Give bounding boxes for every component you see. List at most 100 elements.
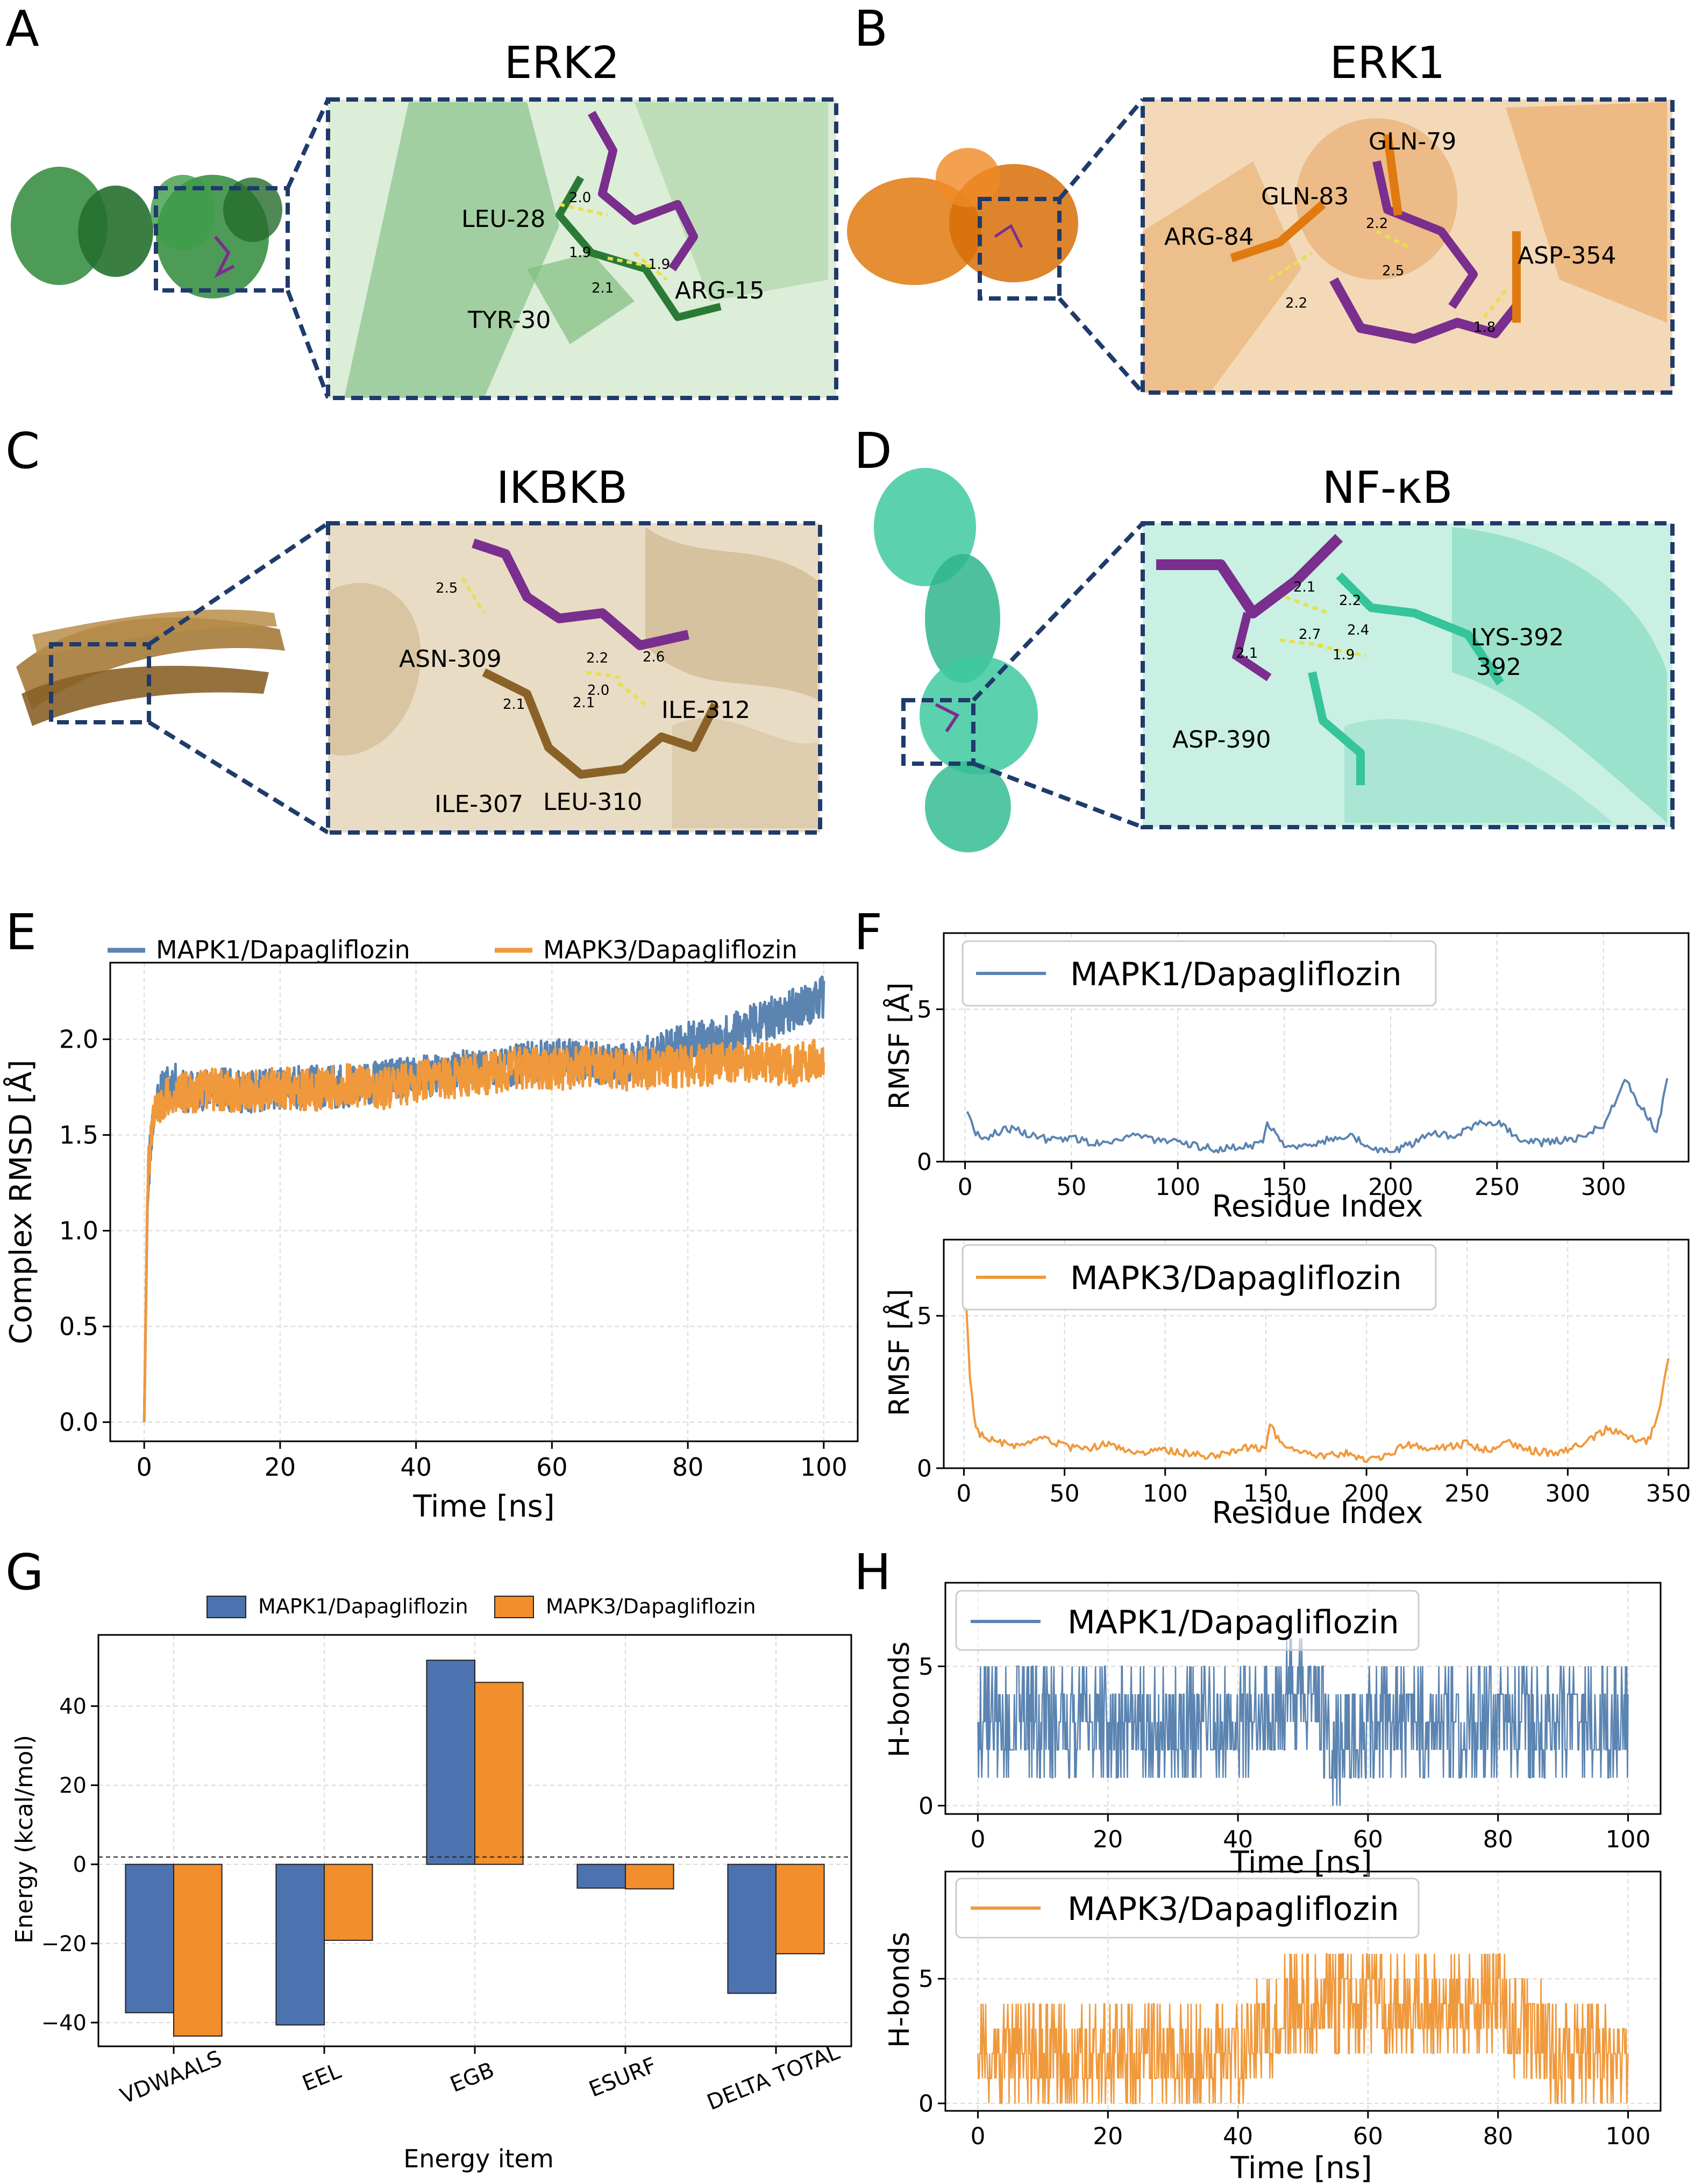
ikbkb-distance-6: 2.0 <box>587 682 609 699</box>
nfkb-residue-lys392: LYS-392 <box>1471 624 1564 651</box>
hbonds-bottom-xtick-label-1: 20 <box>1093 2123 1123 2150</box>
rmsf-top-ytick-label-0: 0 <box>917 1148 932 1176</box>
rmsf-top: MAPK1/Dapagliflozin 0 50 100 150 200 250 300 0 5… <box>882 932 1690 1224</box>
erk1-overview <box>847 148 1078 285</box>
erk2-distance-3: 2.1 <box>592 280 614 296</box>
erk2-overview <box>11 167 282 298</box>
panel-letter-a: A <box>5 0 39 58</box>
rmsf-bottom-ytick-label-0: 0 <box>917 1455 932 1482</box>
rmsf-bottom-frame <box>943 1239 1690 1469</box>
rmsf-bottom-xlabel: Residue Index <box>1212 1496 1423 1531</box>
hbonds-bottom-xtick-label-2: 40 <box>1223 2123 1253 2150</box>
energy-legend-mapk3: MAPK3/Dapagliflozin <box>546 1595 756 1618</box>
hbonds-bottom-xlabel: Time [ns] <box>1230 2151 1372 2184</box>
ikbkb-distance-3: 2.6 <box>643 649 665 665</box>
energy-category-label-1: EEL <box>299 2059 345 2096</box>
rmsf-bottom-xtick-label-5: 250 <box>1444 1480 1490 1507</box>
erk1-distance-1: 2.2 <box>1366 216 1388 232</box>
energy-ylabel: Energy (kcal/mol) <box>11 1735 38 1944</box>
erk2-distance-4: 1.9 <box>648 257 670 273</box>
rmsd-ytick-label-2: 1.0 <box>59 1217 98 1246</box>
hbonds-top-ticks: 0 20 40 60 80 100 0 5 <box>918 1653 1651 1853</box>
nfkb-residue-392-suffix: 392 <box>1476 653 1521 681</box>
energy-bar-mapk1-eel <box>275 1863 325 2026</box>
hbonds-top-xtick-label-2: 40 <box>1223 1826 1253 1853</box>
rmsd-ticks: 0 20 40 60 80 100 0.0 0.5 1.0 1.5 2.0 <box>59 1025 848 1482</box>
energy-ytick-label-4: 40 <box>59 1694 87 1719</box>
ikbkb-residue-asn309: ASN-309 <box>399 645 502 673</box>
erk1-residue-asp354: ASP-354 <box>1518 242 1616 269</box>
panel-d: D NF-κB 2.1 2.2 2.7 2.4 2.1 1.9 <box>854 422 1675 852</box>
ikbkb-zoom-view: 2.5 2.2 2.6 2.1 2.1 2.0 ASN-309 ILE-312 … <box>328 523 820 833</box>
nfkb-zoom-marker <box>901 698 975 766</box>
hbonds-bottom-xtick-label-4: 80 <box>1483 2123 1513 2150</box>
rmsf-top-frame <box>943 932 1690 1163</box>
nfkb-overview <box>874 468 1038 852</box>
erk2-residue-leu28: LEU-28 <box>461 205 545 233</box>
hbonds-top-xlabel: Time [ns] <box>1230 1845 1372 1880</box>
energy-category-label-4: DELTA TOTAL <box>703 2039 843 2115</box>
hbonds-top-xtick-label-3: 60 <box>1353 1826 1383 1853</box>
panel-a: A ERK2 2.0 1.9 2.1 1.9 LEU-28 <box>5 0 838 400</box>
erk2-residue-tyr30: TYR-30 <box>467 307 551 334</box>
hbonds-bottom-xtick-label-5: 100 <box>1606 2123 1651 2150</box>
energy-xlabel: Energy item <box>403 2144 554 2173</box>
rmsd-line-mapk3 <box>143 1038 825 1422</box>
nfkb-distance-6: 1.9 <box>1333 647 1355 663</box>
energy-bars <box>125 1660 825 2037</box>
rmsf-top-xtick-label-1: 50 <box>1056 1173 1086 1201</box>
erk1-zoom-marker <box>978 197 1062 301</box>
panel-c: C IKBKB 2.5 2.2 2.6 2.1 2.1 2.0 ASN-309 <box>5 422 822 835</box>
erk1-distance-3: 2.2 <box>1285 295 1307 311</box>
nfkb-distance-2: 2.2 <box>1339 593 1361 609</box>
hbonds-top-frame <box>944 1582 1662 1815</box>
rmsd-legend: MAPK1/Dapagliflozin MAPK3/Dapagliflozin <box>108 935 797 964</box>
hbonds-bottom-ytick-label-0: 0 <box>918 2090 934 2117</box>
panel-letter-c: C <box>5 422 40 480</box>
rmsf-top-xtick-label-6: 300 <box>1581 1173 1626 1201</box>
hbonds-bottom-ticks: 0 20 40 60 80 100 0 5 <box>918 1966 1651 2150</box>
erk1-zoom-view: 2.2 2.5 2.2 1.8 GLN-79 GLN-83 ARG-84 ASP… <box>1143 99 1672 393</box>
hbonds-top-xtick-label-4: 80 <box>1483 1826 1513 1853</box>
rmsd-xtick-label-2: 40 <box>400 1453 432 1482</box>
hbonds-top-xtick-label-5: 100 <box>1606 1826 1651 1853</box>
hbonds-bottom-frame <box>944 1870 1662 2112</box>
hbonds-bottom-ylabel: H-bonds <box>884 1932 916 2048</box>
nfkb-zoom-view: 2.1 2.2 2.7 2.4 2.1 1.9 LYS-392 392 ASP-… <box>1143 523 1672 827</box>
erk2-title: ERK2 <box>504 38 620 89</box>
erk2-distance-1: 2.0 <box>569 190 591 206</box>
rmsf-bottom: MAPK3/Dapagliflozin 0 50 100 150 200 250 300 35… <box>882 1239 1691 1531</box>
rmsf-top-xtick-label-0: 0 <box>958 1173 973 1201</box>
rmsd-xtick-label-3: 60 <box>536 1453 568 1482</box>
rmsf-top-ylabel: RMSF [Å] <box>882 983 916 1110</box>
rmsf-top-ytick-label-1: 5 <box>917 996 932 1023</box>
energy-bar-mapk3-delta-total <box>775 1863 825 1954</box>
rmsd-grid <box>110 963 858 1441</box>
hbonds-bottom-xtick-label-3: 60 <box>1353 2123 1383 2150</box>
hbonds-top: MAPK1/Dapagliflozin 0 20 40 60 80 100 0 5 Time … <box>884 1582 1662 1880</box>
ikbkb-title: IKBKB <box>496 463 628 514</box>
rmsf-bottom-xtick-label-3: 150 <box>1243 1480 1288 1507</box>
rmsd-xtick-label-0: 0 <box>137 1453 152 1482</box>
energy-bar-mapk1-delta-total <box>727 1863 777 1994</box>
erk2-zoom-view: 2.0 1.9 2.1 1.9 LEU-28 TYR-30 ARG-15 <box>328 99 836 398</box>
panel-letter-g: G <box>5 1543 44 1601</box>
panel-h: H MAPK1/Dapagliflozin 0 20 40 60 80 100 0 5 Tim… <box>854 1543 1662 2184</box>
panel-e: E MAPK1/Dapagliflozin MAPK3/Dapagliflozi… <box>3 904 859 1524</box>
rmsf-bottom-xtick-label-0: 0 <box>956 1480 971 1507</box>
energy-bar-mapk1-egb <box>426 1660 476 1865</box>
hbonds-bottom-xtick-label-0: 0 <box>970 2123 985 2150</box>
hbonds-top-legend-label: MAPK1/Dapagliflozin <box>1067 1604 1399 1641</box>
nfkb-title: NF-κB <box>1322 463 1453 514</box>
rmsd-legend-mapk1: MAPK1/Dapagliflozin <box>156 935 410 964</box>
erk1-residue-arg84: ARG-84 <box>1164 223 1254 251</box>
rmsf-top-xtick-label-5: 250 <box>1475 1173 1520 1201</box>
energy-category-label-2: EGB <box>447 2058 498 2097</box>
ikbkb-distance-1: 2.5 <box>436 580 458 596</box>
rmsf-bottom-legend: MAPK3/Dapagliflozin <box>962 1244 1437 1311</box>
energy-category-label-0: VDWAALS <box>117 2046 225 2109</box>
energy-ytick-label-2: 0 <box>73 1853 87 1877</box>
erk2-zoom-marker <box>154 186 290 293</box>
rmsf-line-mapk3 <box>965 1299 1670 1463</box>
hbonds-top-ytick-label-0: 0 <box>918 1792 934 1820</box>
